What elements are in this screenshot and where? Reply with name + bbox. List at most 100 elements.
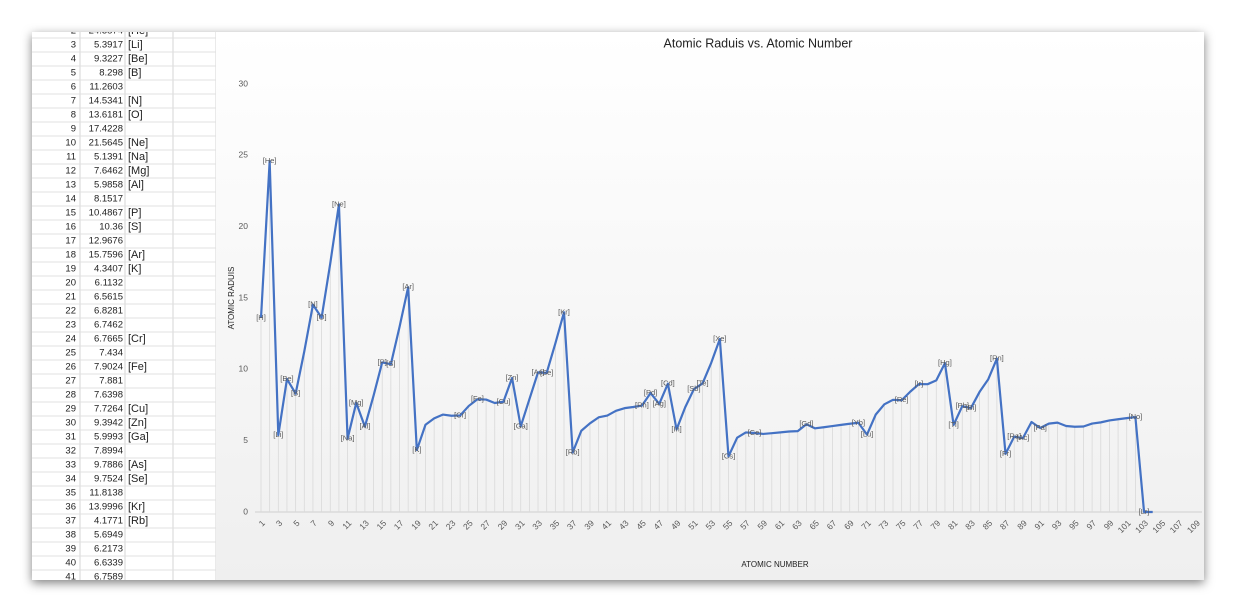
cell-symbol: [N] (128, 95, 142, 107)
row-number: 27 (65, 376, 76, 387)
point-label: [H] (256, 313, 266, 322)
y-tick-label: 10 (239, 364, 249, 374)
cell-value: 4.3407 (94, 264, 123, 275)
point-label: [N] (308, 300, 318, 309)
y-tick-label: 0 (243, 506, 248, 516)
y-tick-label: 5 (243, 435, 248, 445)
row-number: 39 (65, 544, 76, 555)
row-number: 7 (71, 96, 76, 107)
cell-value: 11.8138 (89, 488, 123, 499)
x-tick-label: 7 (309, 518, 320, 529)
row-number: 11 (66, 152, 76, 163)
point-label: [Sb] (687, 384, 700, 393)
point-label: [P] (378, 357, 387, 366)
point-label: [Ne] (332, 199, 346, 208)
cell-value: 15.7596 (89, 250, 123, 261)
row-number: 20 (65, 278, 76, 289)
row-number: 25 (65, 348, 76, 359)
x-tick-label: 9 (326, 518, 337, 529)
row-number: 33 (65, 460, 76, 471)
y-tick-label: 25 (239, 150, 249, 160)
row-number: 32 (65, 446, 76, 457)
cell-value: 11.2603 (89, 82, 123, 93)
cell-value: 7.434 (99, 348, 123, 359)
point-label: [K] (412, 445, 421, 454)
cell-value: 14.5341 (89, 96, 123, 107)
cell-symbol: [Ar] (128, 249, 145, 261)
row-number: 29 (65, 404, 76, 415)
row-number: 28 (65, 390, 76, 401)
cell-value: 5.9858 (94, 180, 123, 191)
point-label: [S] (386, 359, 395, 368)
row-number: 23 (65, 320, 76, 331)
x-tick-label: 1 (257, 518, 268, 529)
cell-value: 13.9996 (89, 502, 123, 513)
point-label: [Ce] (748, 428, 762, 437)
row-number: 38 (65, 530, 76, 541)
point-label: [No] (1129, 412, 1143, 421)
row-number: 8 (71, 110, 76, 121)
point-label: [Mg] (349, 398, 364, 407)
y-tick-label: 30 (239, 78, 249, 88)
cell-value: 5.6949 (94, 530, 123, 541)
cell-value: 6.6339 (94, 558, 123, 569)
point-label: [Be] (280, 374, 293, 383)
cell-symbol: [Cr] (128, 333, 146, 345)
cell-value: 24.5874 (89, 26, 123, 37)
point-label: [Na] (341, 434, 355, 443)
point-label: [Cd] (661, 379, 675, 388)
cell-value: 12.9676 (89, 236, 123, 247)
cell-symbol: [Ne] (128, 137, 148, 149)
point-label: [Zn] (506, 373, 519, 382)
row-number: 40 (65, 558, 76, 569)
spreadsheet: 2 24.5874 [He] 3 5.3917 [Li] 4 9.3227 [Be] 5 8.298… (32, 26, 217, 583)
point-label: [Xe] (713, 334, 726, 343)
row-number: 4 (71, 54, 76, 65)
cell-symbol: [P] (128, 207, 141, 219)
row-number: 15 (65, 208, 76, 219)
point-label: [Ag] (653, 399, 666, 408)
point-label: [Tl] (948, 420, 958, 429)
point-label: [As] (532, 367, 545, 376)
point-label: [B] (291, 389, 300, 398)
row-number: 9 (71, 124, 76, 135)
x-tick-label: 3 (274, 518, 285, 529)
cell-symbol: [Mg] (128, 165, 149, 177)
row-number: 34 (65, 474, 76, 485)
point-label: [Fe] (471, 394, 484, 403)
row-number: 30 (65, 418, 76, 429)
cell-value: 9.7886 (94, 460, 123, 471)
cell-symbol: [Be] (128, 53, 148, 65)
cell-symbol: [Li] (128, 39, 143, 51)
row-number: 18 (65, 250, 76, 261)
cell-value: 17.4228 (89, 124, 123, 135)
x-tick-label: 5 (291, 518, 302, 529)
point-label: [Hg] (938, 358, 952, 367)
row-number: 14 (65, 194, 76, 205)
row-number: 26 (65, 362, 76, 373)
point-label: [Al] (359, 422, 370, 431)
cell-value: 10.4867 (89, 208, 123, 219)
point-label: [Cr] (454, 410, 466, 419)
cell-symbol: [Se] (128, 473, 148, 485)
point-label: [Pd] (644, 388, 657, 397)
point-label: [Lr] (1139, 507, 1150, 516)
point-label: [Li] (273, 430, 283, 439)
row-number: 21 (65, 292, 76, 303)
cell-symbol: [Fe] (128, 361, 147, 373)
cell-value: 7.7264 (94, 404, 123, 415)
row-number: 41 (65, 572, 76, 583)
row-number: 16 (65, 222, 76, 233)
cell-symbol: [Ga] (128, 431, 149, 443)
row-number: 13 (65, 180, 76, 191)
x-axis-label: ATOMIC NUMBER (741, 560, 808, 569)
point-label: [Lu] (861, 430, 874, 439)
row-number: 6 (71, 82, 76, 93)
cell-symbol: [Kr] (128, 501, 145, 513)
cell-value: 8.298 (99, 68, 123, 79)
point-label: [Pb] (956, 401, 969, 410)
cell-value: 10.36 (99, 222, 123, 233)
row-number: 37 (65, 516, 76, 527)
y-tick-label: 15 (239, 292, 249, 302)
